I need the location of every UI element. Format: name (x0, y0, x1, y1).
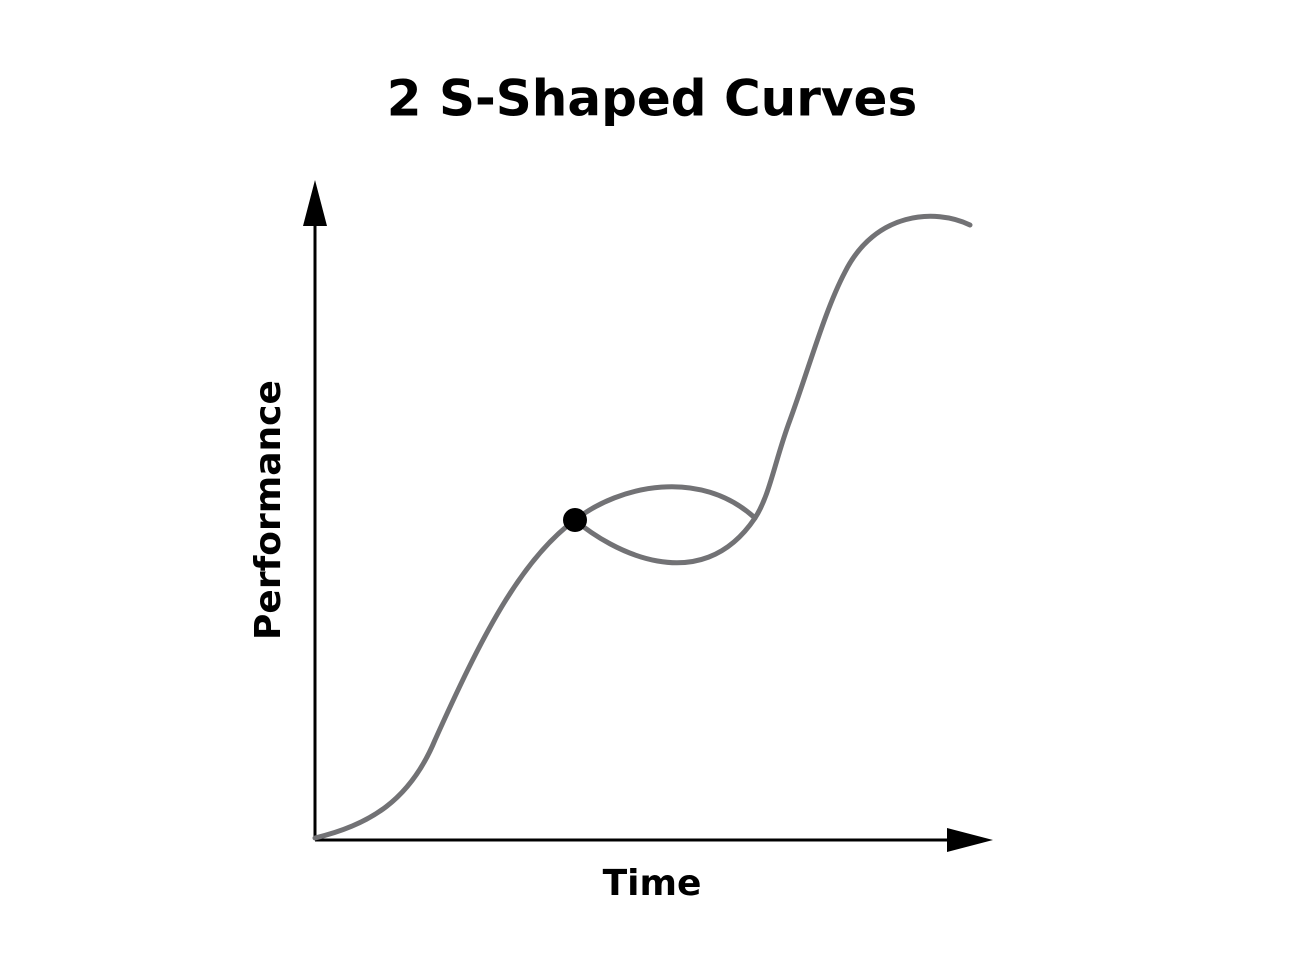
y-axis-label: Performance (248, 380, 289, 640)
title: 2 S-Shaped Curves (387, 70, 917, 128)
x-axis-label: Time (603, 863, 702, 904)
y-axis-arrow (303, 180, 327, 226)
x-axis-arrow (947, 828, 993, 852)
inflection-point (563, 508, 587, 532)
second-curve (572, 213, 973, 566)
first-curve (312, 484, 758, 841)
